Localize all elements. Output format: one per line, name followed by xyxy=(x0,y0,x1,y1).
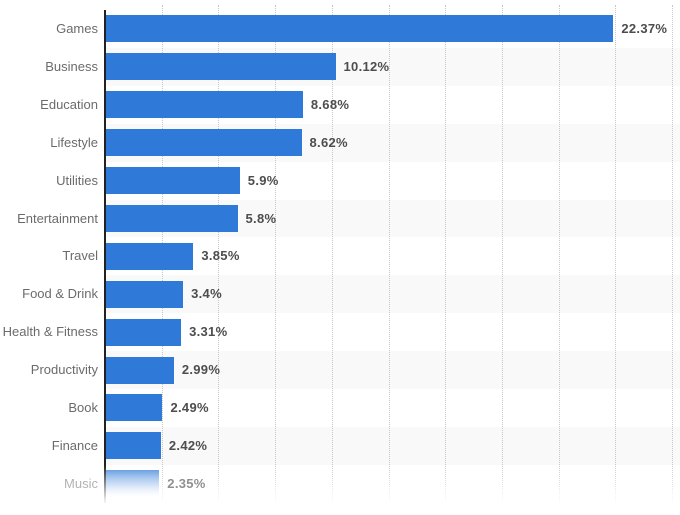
category-label-utilities: Utilities xyxy=(56,172,98,188)
bottom-fade-overlay xyxy=(0,464,680,515)
category-label-health-fitness: Health & Fitness xyxy=(2,324,98,340)
bar-food-drink xyxy=(106,280,184,308)
category-label-food-drink: Food & Drink xyxy=(22,286,98,302)
gridline xyxy=(275,5,277,503)
value-label-business: 10.12% xyxy=(343,58,390,74)
category-label-travel: Travel xyxy=(62,248,98,264)
bar-health-fitness xyxy=(106,318,182,346)
bar-entertainment xyxy=(106,204,238,232)
category-label-book: Book xyxy=(68,400,98,415)
gridline xyxy=(331,5,333,503)
gridline xyxy=(615,5,617,503)
bar-utilities xyxy=(106,167,240,195)
value-label-utilities: 5.9% xyxy=(247,172,279,188)
bar-education xyxy=(106,91,303,119)
category-label-productivity: Productivity xyxy=(30,362,98,378)
row-band xyxy=(105,351,680,389)
category-label-music: Music xyxy=(64,475,98,491)
gridline xyxy=(388,5,390,503)
value-label-food-drink: 3.4% xyxy=(191,286,222,302)
value-label-games: 22.37% xyxy=(621,21,668,36)
value-label-lifestyle: 8.62% xyxy=(309,134,348,150)
value-label-finance: 2.42% xyxy=(168,437,208,453)
bar-finance xyxy=(106,432,161,460)
bar-lifestyle xyxy=(106,129,302,157)
bar-games xyxy=(106,15,614,43)
category-label-education: Education xyxy=(40,96,98,112)
bar-travel xyxy=(106,242,194,270)
gridline xyxy=(445,5,447,503)
gridline xyxy=(218,5,220,503)
value-label-travel: 3.85% xyxy=(201,248,240,264)
value-label-productivity: 2.99% xyxy=(181,362,221,378)
value-label-entertainment: 5.8% xyxy=(245,210,277,226)
value-label-book: 2.49% xyxy=(170,400,209,415)
category-label-business: Business xyxy=(45,58,98,74)
gridline xyxy=(501,5,503,503)
category-label-entertainment: Entertainment xyxy=(17,210,98,226)
value-label-education: 8.68% xyxy=(310,96,350,112)
category-label-finance: Finance xyxy=(51,437,98,453)
gridline xyxy=(672,5,673,503)
y-axis-line xyxy=(104,10,106,503)
row-band xyxy=(105,275,680,314)
gridline xyxy=(558,5,560,503)
value-label-music: 2.35% xyxy=(167,475,206,491)
bar-business xyxy=(106,53,336,81)
row-band xyxy=(105,426,680,465)
value-label-health-fitness: 3.31% xyxy=(189,324,228,340)
bar-book xyxy=(106,394,163,422)
category-label-games: Games xyxy=(56,21,98,36)
bar-productivity xyxy=(106,356,174,384)
category-label-lifestyle: Lifestyle xyxy=(50,134,98,150)
